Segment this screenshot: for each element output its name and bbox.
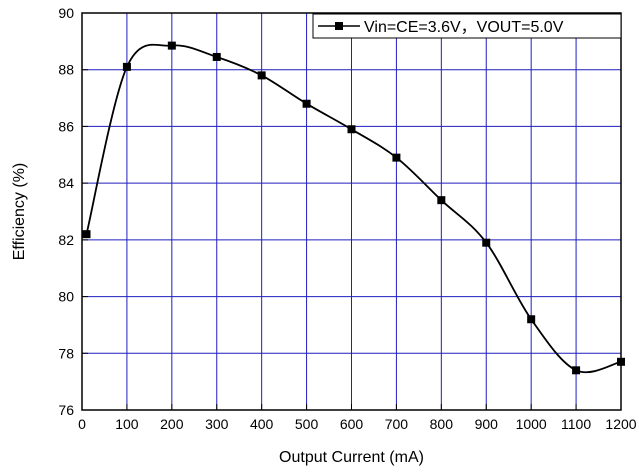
x-tick-label: 600 — [340, 416, 364, 432]
legend-label: Vin=CE=3.6V，VOUT=5.0V — [364, 19, 564, 36]
data-point-700 — [392, 153, 401, 162]
data-point-100 — [122, 62, 131, 71]
data-point-1000 — [527, 315, 536, 324]
data-point-300 — [212, 52, 221, 61]
legend-marker-square — [335, 22, 343, 30]
legend-box — [312, 13, 622, 39]
data-point-1200 — [617, 357, 625, 366]
x-tick-label: 500 — [295, 416, 319, 432]
x-tick-label: 0 — [78, 416, 86, 432]
data-point-500 — [302, 99, 311, 108]
x-axis-title: Output Current (mA) — [279, 449, 424, 466]
x-tick-label: 1100 — [561, 416, 591, 432]
data-point-10 — [82, 230, 91, 239]
y-axis-title: Efficiency (%) — [11, 163, 28, 261]
data-point-600 — [347, 125, 356, 134]
y-tick-label: 82 — [58, 232, 74, 248]
y-tick-labels: 76 78 80 82 84 86 88 90 — [58, 5, 74, 418]
data-point-400 — [257, 71, 266, 80]
x-tick-label: 300 — [205, 416, 229, 432]
y-tick-label: 78 — [58, 345, 74, 361]
y-tick-label: 90 — [58, 5, 74, 21]
data-point-1100 — [572, 366, 581, 375]
plot-frame — [81, 12, 622, 411]
x-tick-label: 400 — [250, 416, 274, 432]
y-tick-label: 84 — [58, 175, 74, 191]
x-tick-label: 900 — [475, 416, 499, 432]
x-tick-label: 1000 — [516, 416, 547, 432]
x-tick-label: 800 — [430, 416, 454, 432]
legend: Vin=CE=3.6V，VOUT=5.0V — [312, 13, 622, 39]
grid-lines — [82, 13, 621, 410]
x-tick-labels: 0 100 200 300 400 500 600 700 800 900 1000 1100 1200 — [78, 416, 637, 432]
data-point-200 — [167, 41, 176, 50]
series-group — [82, 41, 625, 375]
x-tick-label: 200 — [160, 416, 184, 432]
x-tick-label: 1200 — [605, 416, 636, 432]
series-line-0 — [85, 43, 622, 374]
data-point-800 — [437, 196, 446, 205]
y-tick-label: 80 — [58, 289, 74, 305]
y-tick-label: 86 — [58, 118, 74, 134]
y-tick-label: 76 — [58, 402, 74, 418]
x-tick-label: 100 — [115, 416, 139, 432]
data-point-900 — [482, 238, 491, 247]
x-tick-label: 700 — [385, 416, 409, 432]
y-tick-label: 88 — [58, 62, 74, 78]
